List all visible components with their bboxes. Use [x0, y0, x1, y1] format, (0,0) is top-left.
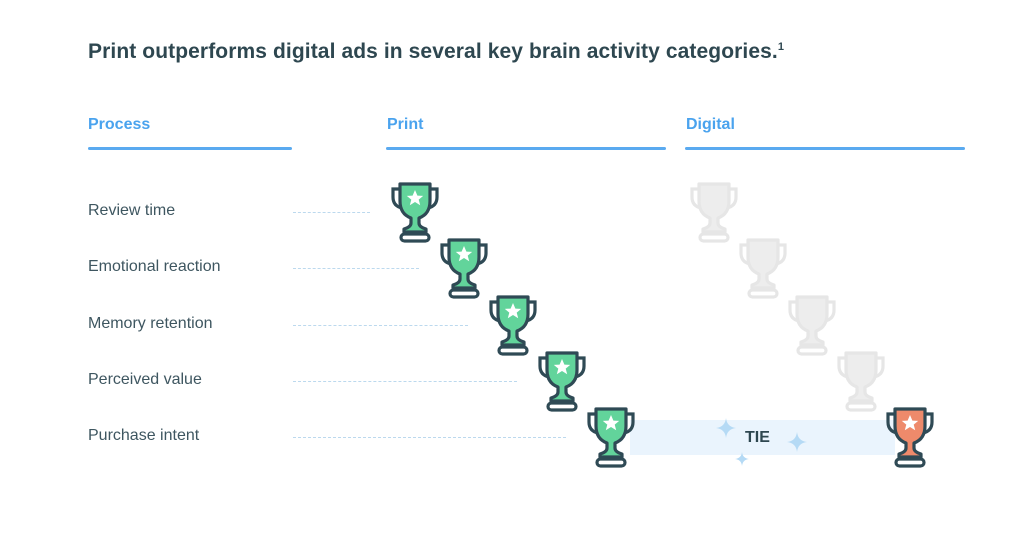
row-label: Memory retention [88, 315, 213, 332]
row-leader-line [293, 325, 468, 326]
row-label: Emotional reaction [88, 258, 221, 275]
print-trophy-icon [583, 405, 639, 469]
inactive-trophy-icon [686, 180, 742, 244]
print-trophy-icon [485, 293, 541, 357]
page-title: Print outperforms digital ads in several… [88, 40, 785, 63]
row-label: Purchase intent [88, 427, 200, 444]
sparkle-icon [735, 452, 749, 471]
row-leader-line [293, 437, 566, 438]
print-underline [386, 147, 666, 150]
column-header-digital: Digital [686, 116, 735, 133]
row-label: Perceived value [88, 371, 202, 388]
sparkle-icon [716, 418, 736, 443]
print-trophy-icon [534, 349, 590, 413]
digital-trophy-icon [882, 405, 938, 469]
row-leader-line [293, 212, 370, 213]
row-leader-line [293, 268, 419, 269]
footnote-marker: 1 [777, 41, 785, 53]
digital-underline [685, 147, 965, 150]
column-header-print: Print [387, 116, 424, 133]
column-header-process: Process [88, 116, 151, 133]
sparkle-icon [787, 432, 807, 457]
tie-label: TIE [745, 429, 770, 446]
inactive-trophy-icon [784, 293, 840, 357]
row-leader-line [293, 381, 517, 382]
inactive-trophy-icon [833, 349, 889, 413]
print-trophy-icon [436, 236, 492, 300]
inactive-trophy-icon [735, 236, 791, 300]
row-label: Review time [88, 202, 176, 219]
tie-band [630, 420, 895, 455]
process-underline [88, 147, 292, 150]
print-trophy-icon [387, 180, 443, 244]
